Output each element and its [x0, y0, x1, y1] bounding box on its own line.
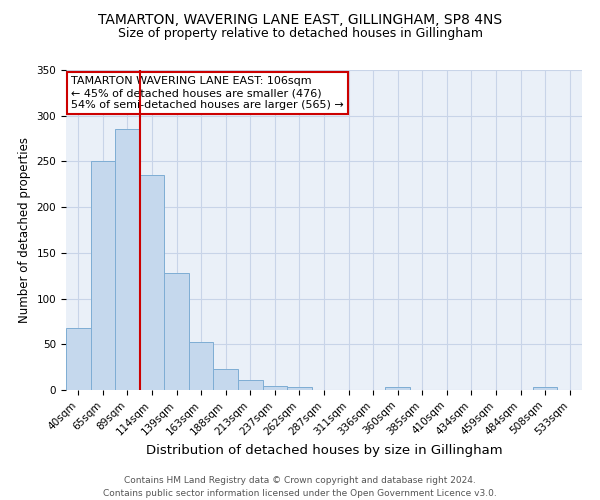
Text: Size of property relative to detached houses in Gillingham: Size of property relative to detached ho… — [118, 28, 482, 40]
Text: TAMARTON WAVERING LANE EAST: 106sqm
← 45% of detached houses are smaller (476)
5: TAMARTON WAVERING LANE EAST: 106sqm ← 45… — [71, 76, 344, 110]
Bar — [140, 175, 164, 390]
Bar — [189, 342, 214, 390]
X-axis label: Distribution of detached houses by size in Gillingham: Distribution of detached houses by size … — [146, 444, 502, 456]
Bar — [287, 388, 312, 390]
Bar — [263, 386, 287, 390]
Bar — [115, 130, 140, 390]
Bar — [238, 380, 263, 390]
Text: TAMARTON, WAVERING LANE EAST, GILLINGHAM, SP8 4NS: TAMARTON, WAVERING LANE EAST, GILLINGHAM… — [98, 12, 502, 26]
Bar — [533, 388, 557, 390]
Y-axis label: Number of detached properties: Number of detached properties — [18, 137, 31, 323]
Bar — [385, 388, 410, 390]
Bar — [164, 273, 189, 390]
Bar — [91, 162, 115, 390]
Bar — [214, 369, 238, 390]
Bar — [66, 328, 91, 390]
Text: Contains HM Land Registry data © Crown copyright and database right 2024.
Contai: Contains HM Land Registry data © Crown c… — [103, 476, 497, 498]
